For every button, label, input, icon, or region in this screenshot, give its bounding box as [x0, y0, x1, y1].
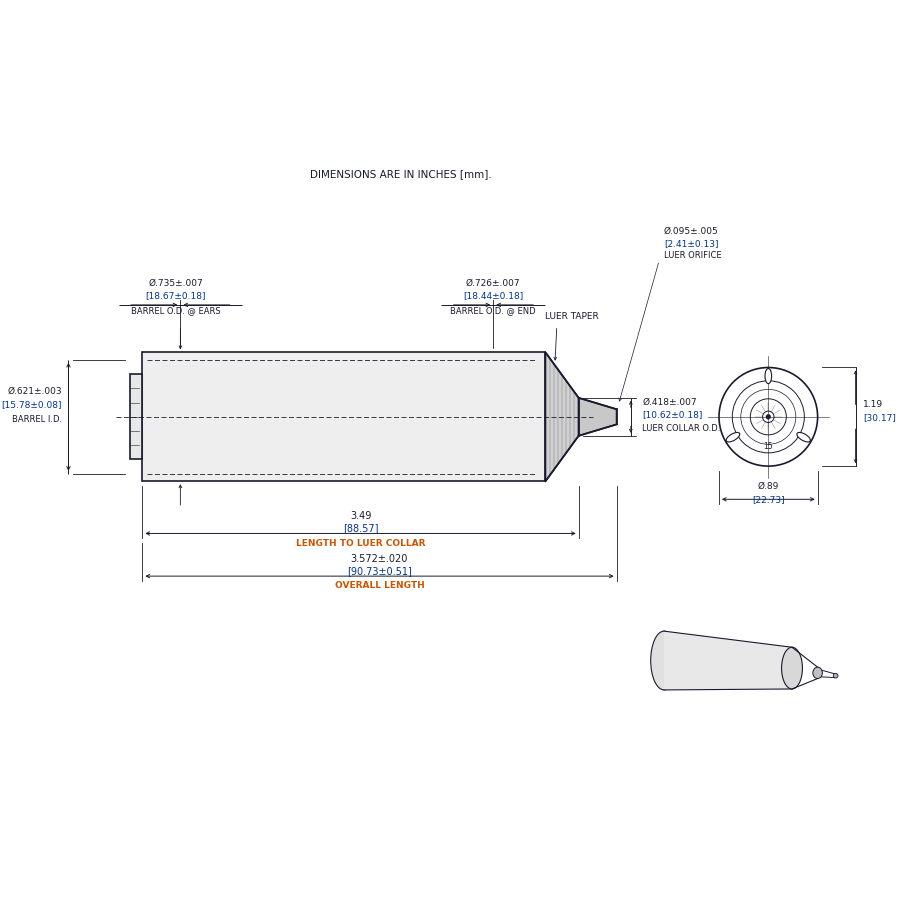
Text: [90.73±0.51]: [90.73±0.51] — [347, 566, 412, 576]
Circle shape — [833, 673, 838, 678]
Text: Ø.89: Ø.89 — [758, 482, 779, 490]
Bar — [142, 352, 545, 482]
Text: [18.67±0.18]: [18.67±0.18] — [146, 292, 206, 301]
Text: BARREL O.D. @ EARS: BARREL O.D. @ EARS — [130, 306, 220, 315]
Ellipse shape — [796, 432, 810, 442]
Text: Ø.621±.003: Ø.621±.003 — [7, 387, 62, 396]
Text: [15.78±0.08]: [15.78±0.08] — [1, 400, 62, 410]
Text: OVERALL LENGTH: OVERALL LENGTH — [335, 581, 425, 590]
Text: Ø.095±.005: Ø.095±.005 — [664, 227, 719, 236]
Ellipse shape — [813, 667, 823, 679]
Ellipse shape — [651, 631, 678, 690]
Text: [2.41±0.13]: [2.41±0.13] — [664, 239, 718, 248]
Text: [30.17]: [30.17] — [863, 414, 896, 423]
Polygon shape — [664, 631, 792, 690]
Text: LUER TAPER: LUER TAPER — [545, 312, 599, 321]
Text: [88.57]: [88.57] — [343, 524, 378, 534]
Ellipse shape — [781, 647, 803, 689]
Text: 1.19: 1.19 — [863, 400, 883, 410]
Text: Ø.418±.007: Ø.418±.007 — [643, 398, 697, 407]
Text: LENGTH TO LUER COLLAR: LENGTH TO LUER COLLAR — [296, 539, 426, 548]
Circle shape — [766, 414, 770, 419]
Text: 15: 15 — [763, 442, 773, 451]
Text: LUER ORIFICE: LUER ORIFICE — [664, 251, 722, 260]
Text: DIMENSIONS ARE IN INCHES [mm].: DIMENSIONS ARE IN INCHES [mm]. — [310, 169, 492, 179]
Text: [18.44±0.18]: [18.44±0.18] — [464, 292, 524, 301]
Text: 3.572±.020: 3.572±.020 — [351, 554, 409, 564]
Text: Ø.726±.007: Ø.726±.007 — [466, 279, 520, 288]
Text: BARREL O.D. @ END: BARREL O.D. @ END — [451, 306, 536, 315]
Text: Ø.735±.007: Ø.735±.007 — [148, 279, 203, 288]
Ellipse shape — [765, 368, 771, 383]
Text: BARREL I.D.: BARREL I.D. — [12, 416, 62, 425]
Text: LUER COLLAR O.D.: LUER COLLAR O.D. — [643, 424, 721, 433]
Text: [10.62±0.18]: [10.62±0.18] — [643, 410, 703, 418]
Bar — [130, 374, 142, 460]
Text: [22.73]: [22.73] — [752, 495, 785, 504]
Polygon shape — [545, 352, 579, 482]
Ellipse shape — [726, 432, 740, 442]
Polygon shape — [579, 398, 617, 436]
Text: 3.49: 3.49 — [350, 511, 371, 521]
